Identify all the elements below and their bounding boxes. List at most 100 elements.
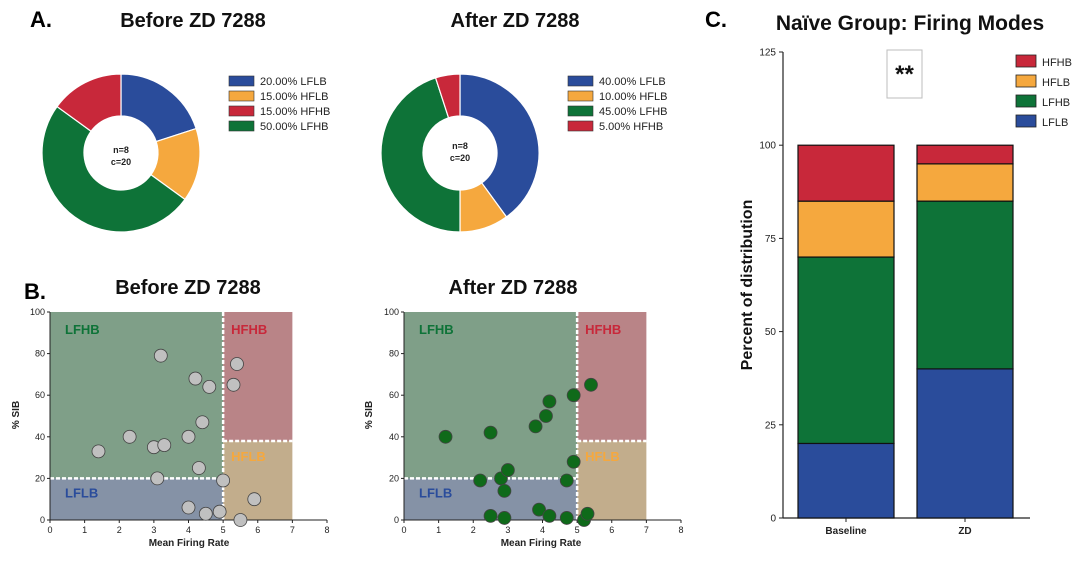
quadrant-lflb — [50, 478, 224, 520]
data-point — [580, 506, 595, 521]
quadrant-label-lflb: LFLB — [65, 485, 98, 500]
bar-segment-lflb — [916, 368, 1014, 519]
data-point — [532, 502, 546, 517]
pie-chart-before: Before ZD 7288 n=8 c=20 20.00% LFLB 15.00… — [41, 10, 330, 233]
legend-swatch-lfhb — [1015, 94, 1037, 108]
y-tick-label: 60 — [35, 390, 45, 400]
legend-item-hflb: 15.00% HFLB — [260, 91, 328, 103]
pie-slice-lfhb — [41, 105, 186, 233]
x-tick-label: 3 — [151, 525, 156, 535]
x-tick-label: 7 — [290, 525, 295, 535]
data-point — [500, 463, 515, 477]
quadrant-label-hflb: HFLB — [231, 449, 266, 464]
legend-swatch-hfhb — [1015, 54, 1037, 68]
x-tick-label: 0 — [47, 525, 52, 535]
category-label: ZD — [958, 526, 971, 537]
significance-box — [886, 49, 923, 99]
pie-after-center-c: c=20 — [450, 153, 470, 163]
pie-slice-lflb — [459, 73, 540, 218]
legend-swatch-hfhb — [567, 120, 594, 132]
x-tick-label: 7 — [644, 525, 649, 535]
y-tick-label: 0 — [40, 515, 45, 525]
bar-segment-hflb — [797, 200, 895, 258]
x-tick-label: 1 — [436, 525, 441, 535]
y-tick-label: 40 — [389, 432, 399, 442]
legend-item-lflb: LFLB — [1042, 117, 1068, 129]
x-tick-label: 2 — [471, 525, 476, 535]
x-tick-label: 6 — [609, 525, 614, 535]
scatter-before-title: Before ZD 7288 — [115, 277, 261, 299]
x-tick-label: 6 — [255, 525, 260, 535]
category-label: Baseline — [825, 526, 867, 537]
x-tick-label: 8 — [324, 525, 329, 535]
scatter-after-title: After ZD 7288 — [449, 277, 578, 299]
y-tick-label: 60 — [389, 390, 399, 400]
y-tick-label: 50 — [765, 327, 777, 338]
pie-before-center-c: c=20 — [111, 157, 131, 167]
data-point — [539, 409, 553, 423]
data-point — [438, 429, 453, 444]
y-tick-label: 0 — [394, 515, 399, 525]
scatter-before-xlabel: Mean Firing Rate — [149, 538, 230, 549]
data-point — [198, 506, 213, 521]
legend-swatch-hflb — [567, 90, 594, 102]
data-point — [153, 348, 168, 363]
data-point — [188, 371, 203, 386]
bar-segment-lfhb — [797, 256, 895, 445]
legend-swatch-hfhb — [228, 105, 255, 117]
quadrant-hflb — [577, 440, 647, 520]
y-tick-label: 80 — [389, 349, 399, 359]
data-point — [528, 419, 543, 434]
scatter-before-ylabel: % SIB — [11, 401, 22, 429]
x-tick-label: 1 — [82, 525, 87, 535]
bar-segment-lfhb — [916, 200, 1014, 370]
legend-item-hfhb: 15.00% HFHB — [260, 106, 330, 118]
y-tick-label: 40 — [35, 432, 45, 442]
data-point — [181, 500, 196, 515]
data-point — [191, 461, 206, 475]
legend-swatch-hflb — [228, 90, 255, 102]
pie-slice-lfhb — [380, 77, 461, 233]
data-point — [216, 473, 231, 488]
data-point — [150, 471, 165, 486]
bar-chart-title: Naïve Group: Firing Modes — [776, 12, 1044, 35]
y-tick-label: 100 — [759, 141, 776, 152]
pie-slice-hfhb — [56, 73, 122, 133]
x-tick-label: 4 — [186, 525, 191, 535]
data-point — [195, 415, 210, 430]
legend-item-hfhb: HFHB — [1042, 57, 1072, 69]
scatter-after-xlabel: Mean Firing Rate — [501, 538, 582, 549]
data-point — [233, 513, 248, 527]
pie-chart-after: After ZD 7288 n=8 c=20 40.00% LFLB 10.00%… — [380, 10, 667, 233]
quadrant-hfhb — [223, 312, 293, 441]
legend-item-lflb: 20.00% LFLB — [260, 76, 327, 88]
panel-label-b: B. — [24, 279, 46, 304]
quadrant-hflb — [223, 440, 293, 520]
data-point — [584, 377, 598, 392]
legend-item-lfhb: 45.00% LFHB — [599, 106, 667, 118]
quadrant-label-lflb: LFLB — [419, 485, 452, 500]
x-tick-label: 4 — [540, 525, 545, 535]
pie-slice-lflb — [120, 73, 197, 143]
y-tick-label: 0 — [770, 514, 776, 525]
data-point — [181, 429, 196, 444]
data-point — [157, 438, 172, 453]
legend-swatch-lflb — [1015, 114, 1037, 128]
data-point — [559, 511, 574, 525]
data-point — [202, 379, 217, 394]
x-tick-label: 0 — [401, 525, 406, 535]
x-tick-label: 8 — [678, 525, 683, 535]
data-point — [483, 425, 498, 440]
bar-segment-hfhb — [916, 144, 1014, 165]
bar-segment-lflb — [797, 442, 895, 519]
data-point — [559, 473, 574, 488]
legend-item-hflb: HFLB — [1042, 77, 1070, 89]
legend-swatch-hflb — [1015, 74, 1037, 88]
quadrant-label-lfhb: LFHB — [419, 322, 454, 337]
data-point — [226, 377, 241, 392]
x-tick-label: 5 — [575, 525, 580, 535]
legend-swatch-lfhb — [567, 105, 594, 117]
scatter-chart-before: Before ZD 7288 LFHB HFHB HFLB LFLB 0 1 2 3 4 5 6 7 8… — [11, 277, 330, 549]
data-point — [247, 492, 262, 507]
